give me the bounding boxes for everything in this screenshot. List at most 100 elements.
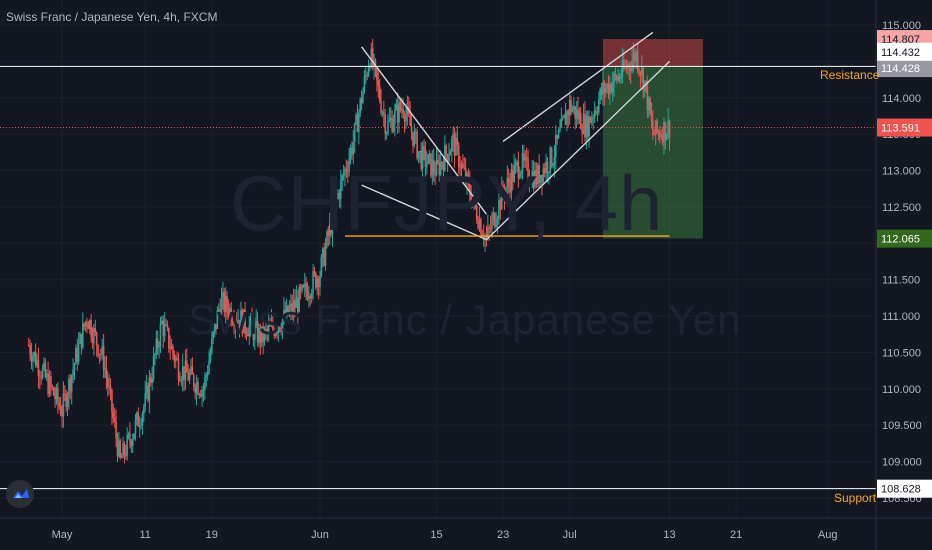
candle-down — [30, 354, 33, 362]
candle-up — [560, 118, 563, 128]
candle-up — [667, 120, 669, 135]
candle-down — [273, 328, 276, 336]
candle-up — [654, 120, 657, 135]
candle-down — [69, 378, 72, 392]
candle-up — [559, 127, 561, 131]
candle-down — [278, 327, 281, 331]
current-price-badge: 113.591 — [881, 123, 920, 135]
candle-up — [413, 132, 416, 146]
candle-up — [290, 303, 292, 309]
candle-down — [265, 328, 267, 330]
candle-up — [395, 104, 398, 110]
candle-down — [488, 227, 491, 229]
candle-up — [237, 319, 239, 323]
candle-down — [402, 108, 405, 115]
candle-down — [313, 271, 316, 273]
candle-down — [396, 104, 399, 123]
watermark-ticker: CHFJPY, 4h — [230, 159, 664, 247]
candle-up — [188, 373, 191, 381]
candle-up — [145, 385, 148, 394]
candle-down — [111, 389, 113, 413]
candle-up — [510, 170, 513, 193]
candle-up — [421, 146, 424, 169]
candle-down — [235, 321, 238, 323]
candle-down — [223, 292, 226, 313]
candle-down — [556, 135, 558, 139]
candle-down — [47, 373, 49, 395]
candle-down — [507, 178, 510, 184]
candle-down — [378, 85, 381, 101]
candle-down — [294, 300, 296, 308]
candle-down — [269, 325, 271, 327]
candle-up — [180, 379, 183, 381]
candle-up — [341, 175, 343, 180]
candle-up — [33, 352, 36, 356]
candle-up — [229, 307, 231, 318]
candle-up — [539, 175, 542, 184]
candle-down — [645, 81, 647, 84]
candle-down — [27, 345, 30, 347]
candle-up — [260, 326, 263, 344]
candle-up — [344, 168, 346, 176]
candle-down — [262, 326, 264, 342]
candle-down — [420, 150, 423, 169]
candle-down — [391, 118, 393, 132]
candle-down — [54, 395, 56, 400]
candle-down — [345, 168, 348, 171]
candle-down — [634, 52, 636, 62]
candle-up — [518, 175, 521, 179]
candle-up — [274, 332, 277, 336]
candle-down — [430, 153, 432, 176]
x-tick-label: 11 — [140, 529, 151, 541]
candle-up — [283, 309, 285, 320]
candle-up — [417, 151, 420, 159]
candle-down — [661, 135, 664, 143]
candle-up — [406, 106, 409, 115]
y-tick-label: 109.000 — [882, 457, 922, 469]
candle-up — [73, 364, 76, 370]
candle-down — [502, 185, 504, 193]
candle-down — [480, 219, 482, 234]
candle-down — [434, 171, 436, 176]
candle-down — [183, 366, 185, 381]
candle-up — [641, 68, 643, 76]
candle-up — [140, 425, 142, 427]
candle-down — [165, 324, 167, 326]
candle-down — [191, 366, 194, 375]
candle-up — [181, 366, 184, 380]
candle-down — [614, 73, 617, 76]
candle-down — [247, 334, 249, 337]
candle-down — [95, 332, 98, 346]
candle-up — [553, 157, 556, 165]
candle-down — [238, 319, 241, 328]
candle-up — [184, 360, 187, 381]
candle-up — [358, 113, 360, 132]
candle-up — [359, 98, 362, 114]
candle-down — [432, 160, 435, 172]
candle-up — [363, 76, 366, 91]
candle-down — [453, 133, 456, 156]
candle-up — [534, 169, 536, 188]
candle-down — [130, 441, 133, 447]
candle-down — [156, 338, 159, 348]
candle-down — [94, 328, 97, 333]
candle-down — [664, 122, 667, 140]
candle-up — [163, 324, 166, 337]
candle-up — [514, 162, 517, 166]
candle-down — [509, 183, 511, 193]
candle-up — [66, 396, 69, 408]
candle-up — [206, 373, 209, 376]
candle-down — [91, 336, 94, 344]
candle-down — [266, 329, 269, 332]
candle-up — [77, 343, 80, 362]
tradingview-logo[interactable] — [6, 480, 34, 508]
candle-down — [535, 169, 538, 184]
x-tick-label: 21 — [730, 529, 742, 541]
candle-up — [104, 368, 106, 370]
candle-up — [598, 99, 600, 113]
candle-down — [657, 131, 660, 133]
candle-up — [449, 151, 452, 156]
candle-down — [192, 374, 195, 387]
candle-up — [613, 73, 615, 85]
